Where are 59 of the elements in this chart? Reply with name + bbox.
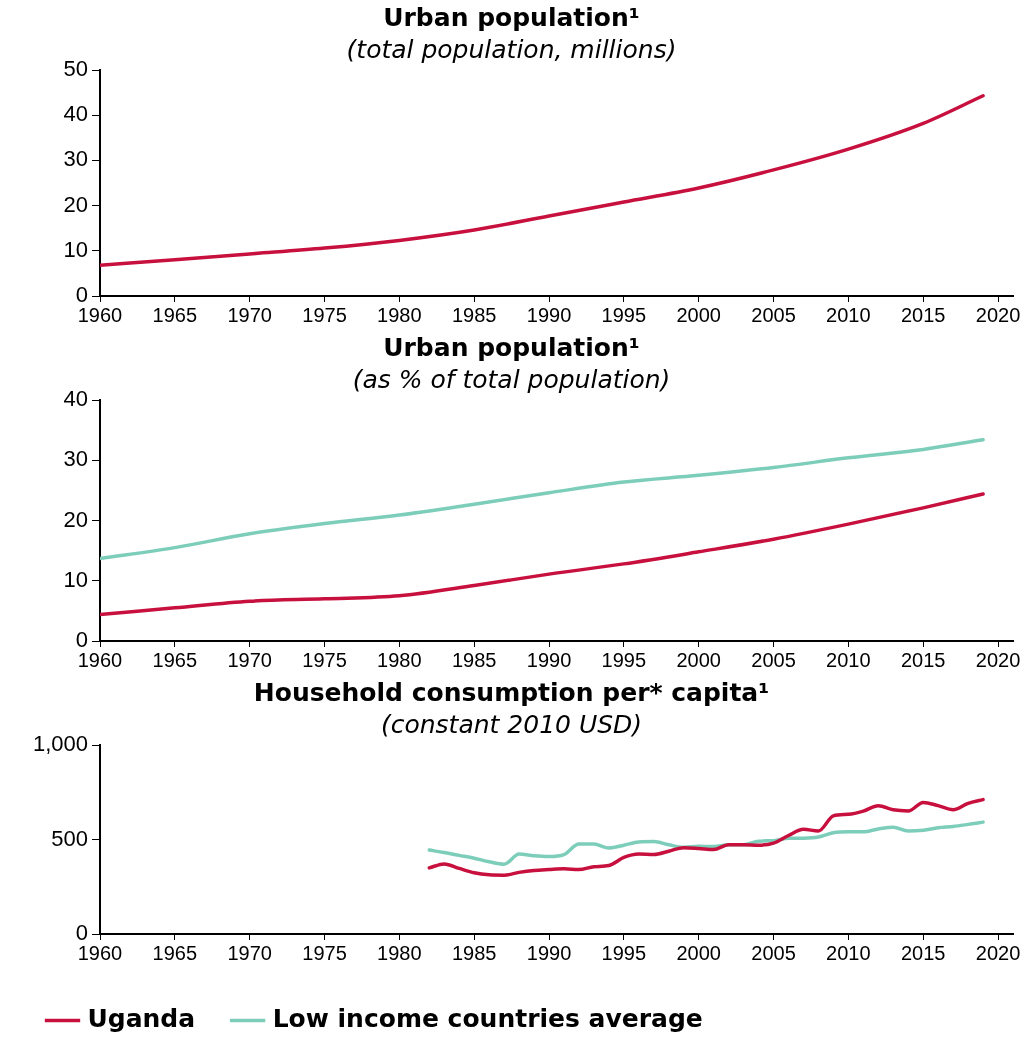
line-series <box>100 438 985 561</box>
x-tick-label: 1980 <box>377 648 422 671</box>
chart-subtitle: (as % of total population) <box>352 364 671 394</box>
x-tick-label: 2015 <box>900 941 946 964</box>
x-tick-label: 1985 <box>451 648 497 671</box>
x-tick-label: 2000 <box>676 941 721 964</box>
line-series <box>427 797 985 877</box>
x-tick-label: 2015 <box>900 303 946 326</box>
x-tick-label: 1965 <box>152 941 198 964</box>
y-tick-label: 30 <box>63 446 88 472</box>
x-tick-label: 2020 <box>975 648 1021 671</box>
x-tick-label: 1965 <box>152 303 198 326</box>
x-tick-label: 1995 <box>601 303 647 326</box>
x-tick-label: 2000 <box>676 303 721 326</box>
x-tick-label: 2005 <box>751 303 796 326</box>
y-tick-label: 10 <box>63 566 88 592</box>
x-tick-label: 2020 <box>975 941 1021 964</box>
chart-title: Urban population¹ <box>383 332 640 362</box>
x-tick-label: 1970 <box>227 303 272 326</box>
y-tick-label: 50 <box>63 56 88 82</box>
chart-subtitle: (total population, millions) <box>346 34 677 64</box>
x-tick-label: 2000 <box>676 648 721 671</box>
x-tick-label: 1990 <box>526 941 572 964</box>
x-tick-label: 1965 <box>152 648 198 671</box>
x-tick-label: 2010 <box>826 648 871 671</box>
x-tick-label: 1985 <box>451 941 497 964</box>
y-tick-label: 40 <box>63 386 88 412</box>
y-tick-label: 40 <box>63 101 88 127</box>
legend-label: Uganda <box>87 1004 196 1033</box>
x-tick-label: 1975 <box>302 303 347 326</box>
line-series <box>100 94 985 268</box>
line-series <box>100 492 985 617</box>
chart-title: Urban population¹ <box>383 2 640 32</box>
y-tick-label: 20 <box>63 191 88 217</box>
chart-subtitle: (constant 2010 USD) <box>380 709 643 739</box>
y-tick-label: 500 <box>51 825 88 851</box>
legend-label: Low income countries average <box>272 1004 703 1033</box>
x-tick-label: 2005 <box>751 648 796 671</box>
x-tick-label: 2005 <box>751 941 796 964</box>
chart-title: Household consumption per* capita¹ <box>253 677 770 707</box>
x-tick-label: 1990 <box>526 303 572 326</box>
y-tick-label: 20 <box>63 506 88 532</box>
x-tick-label: 1985 <box>451 303 497 326</box>
x-tick-label: 1990 <box>526 648 572 671</box>
x-tick-label: 2020 <box>975 303 1021 326</box>
x-tick-label: 2015 <box>900 648 946 671</box>
x-tick-label: 2010 <box>826 303 871 326</box>
x-tick-label: 1980 <box>377 941 422 964</box>
x-tick-label: 1970 <box>227 648 272 671</box>
x-tick-label: 1975 <box>302 941 347 964</box>
x-tick-label: 1970 <box>227 941 272 964</box>
y-tick-label: 30 <box>63 146 88 172</box>
y-tick-label: 10 <box>63 236 88 262</box>
y-tick-label: 1,000 <box>32 731 88 757</box>
x-tick-label: 1995 <box>601 941 647 964</box>
x-tick-label: 1980 <box>377 303 422 326</box>
x-tick-label: 1995 <box>601 648 647 671</box>
x-tick-label: 1975 <box>302 648 347 671</box>
x-tick-label: 2010 <box>826 941 871 964</box>
